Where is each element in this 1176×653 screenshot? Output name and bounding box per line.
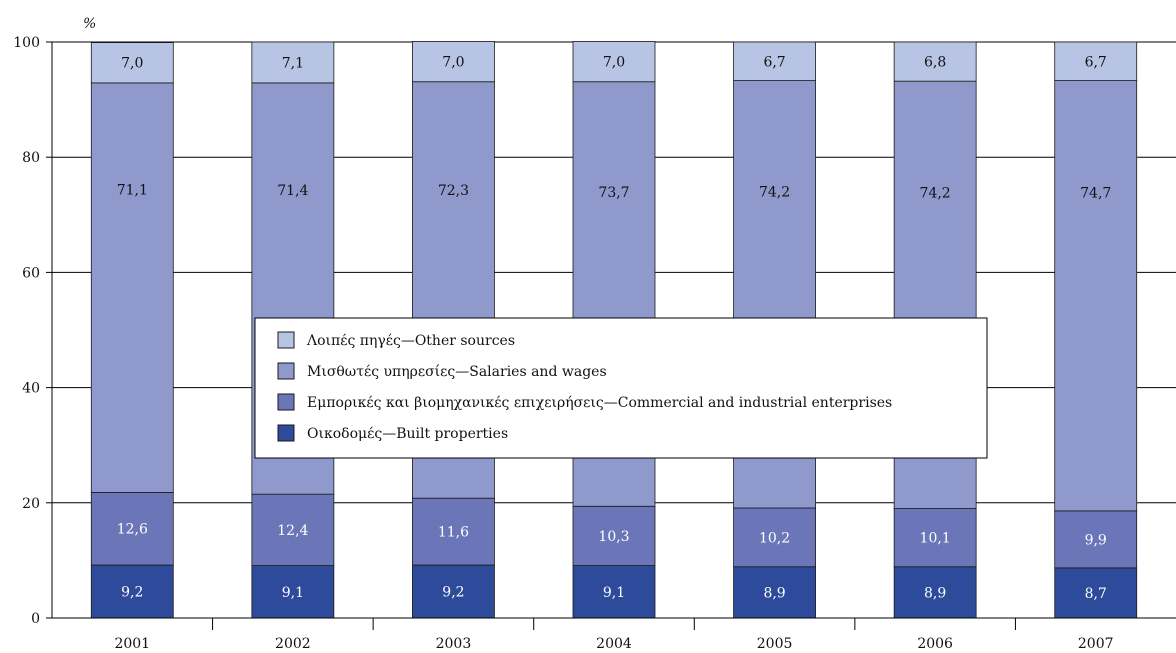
data-label: 74,2 bbox=[920, 185, 951, 201]
legend-swatch bbox=[277, 424, 295, 442]
data-label: 6,7 bbox=[763, 54, 785, 70]
data-label: 74,7 bbox=[1080, 185, 1111, 201]
legend-swatch bbox=[277, 393, 295, 411]
bar-segment bbox=[1054, 510, 1138, 569]
data-label: 7,0 bbox=[603, 55, 625, 71]
data-label: 9,2 bbox=[442, 585, 464, 601]
x-tick-label: 2006 bbox=[917, 636, 953, 652]
data-label: 72,3 bbox=[438, 183, 469, 199]
data-label: 7,1 bbox=[282, 55, 304, 71]
data-label: 10,3 bbox=[598, 529, 629, 545]
bar-segment bbox=[733, 507, 816, 568]
legend-box bbox=[254, 317, 988, 459]
data-label: 9,1 bbox=[603, 585, 625, 601]
y-tick-label: 100 bbox=[13, 35, 40, 51]
bar-segment bbox=[251, 565, 335, 619]
bar-segment bbox=[1054, 567, 1138, 619]
y-tick-label: 0 bbox=[31, 611, 40, 627]
data-label: 7,0 bbox=[442, 55, 464, 71]
data-label: 12,6 bbox=[117, 522, 148, 538]
data-label: 12,4 bbox=[277, 523, 308, 539]
bar-segment bbox=[90, 42, 174, 84]
data-label: 6,7 bbox=[1085, 54, 1107, 70]
data-label: 6,8 bbox=[924, 55, 946, 71]
bar-segment bbox=[412, 41, 495, 83]
x-tick-label: 2004 bbox=[596, 636, 632, 652]
x-tick-label: 2005 bbox=[757, 636, 793, 652]
bar-segment bbox=[572, 41, 656, 83]
data-label: 7,0 bbox=[121, 56, 143, 72]
data-label: 71,1 bbox=[117, 182, 148, 198]
bar-segment bbox=[893, 41, 977, 82]
bar-segment bbox=[733, 566, 816, 619]
bar-segment bbox=[1054, 80, 1138, 512]
y-tick-label: 60 bbox=[22, 265, 40, 281]
y-axis-unit-label: % bbox=[83, 16, 96, 32]
y-tick-label: 40 bbox=[22, 381, 40, 397]
bar-segment bbox=[572, 565, 656, 619]
bar-segment bbox=[893, 508, 977, 568]
x-tick-label: 2001 bbox=[114, 636, 150, 652]
legend-label: Λοιπές πηγές—Other sources bbox=[306, 332, 515, 349]
legend-label: Εμπορικές και βιομηχανικές επιχειρήσεις—… bbox=[307, 394, 892, 411]
data-label: 9,9 bbox=[1085, 532, 1107, 548]
bar-segment bbox=[412, 497, 495, 566]
x-tick-label: 2007 bbox=[1078, 636, 1114, 652]
bar-segment bbox=[733, 41, 816, 81]
data-label: 9,1 bbox=[282, 585, 304, 601]
data-label: 71,4 bbox=[277, 183, 308, 199]
data-label: 8,9 bbox=[763, 585, 785, 601]
bar-segment bbox=[572, 505, 656, 566]
y-tick-label: 80 bbox=[22, 150, 40, 166]
data-label: 11,6 bbox=[438, 525, 469, 541]
data-label: 10,1 bbox=[920, 531, 951, 547]
legend-label: Οικοδομές—Built properties bbox=[307, 425, 508, 442]
legend-swatch bbox=[277, 362, 295, 380]
axes: 0 20 40 60 80 100 2001 2002 2003 2004 2005 2006 2007 bbox=[13, 35, 1176, 652]
bar-segment bbox=[90, 564, 174, 619]
data-label: 74,2 bbox=[759, 185, 790, 201]
legend-label: Μισθωτές υπηρεσίες—Salaries and wages bbox=[307, 363, 607, 380]
data-label: 9,2 bbox=[121, 585, 143, 601]
bar-segment bbox=[412, 564, 495, 619]
data-label: 73,7 bbox=[598, 185, 629, 201]
bar-segment bbox=[90, 492, 174, 566]
legend: Λοιπές πηγές—Other sources Μισθωτές υπηρε… bbox=[254, 317, 988, 459]
data-label: 10,2 bbox=[759, 530, 790, 546]
x-tick-label: 2003 bbox=[436, 636, 472, 652]
x-tick-label: 2002 bbox=[275, 636, 311, 652]
y-tick-label: 20 bbox=[22, 496, 40, 512]
bar-segment bbox=[251, 41, 335, 84]
legend-swatch bbox=[277, 331, 295, 349]
data-label: 8,9 bbox=[924, 585, 946, 601]
data-label: 8,7 bbox=[1085, 586, 1107, 602]
bar-segment bbox=[90, 82, 174, 493]
bar-segment bbox=[1054, 41, 1138, 81]
